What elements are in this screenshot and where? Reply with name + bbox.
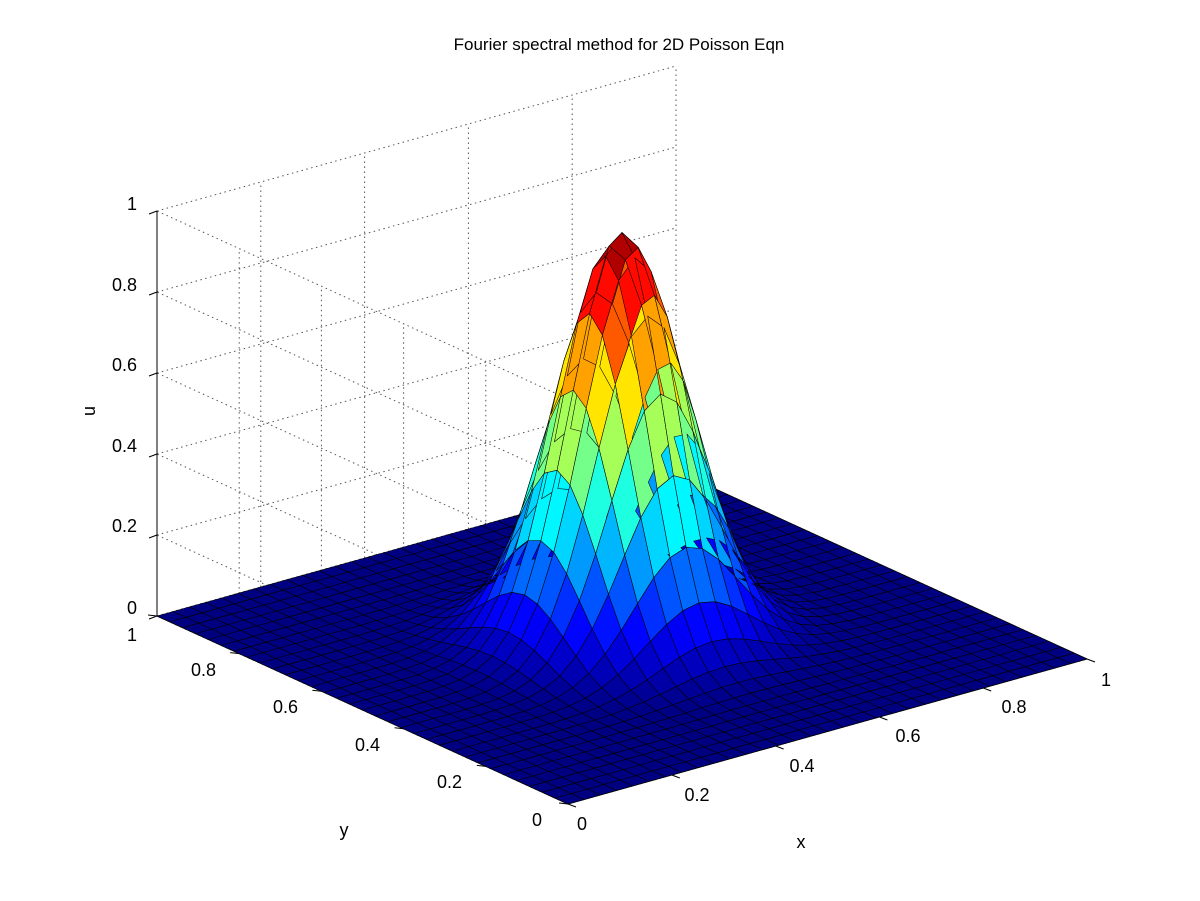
z-tick-mark — [148, 615, 158, 620]
z-tick-mark — [148, 210, 158, 215]
z-tick-label: 1 — [127, 194, 137, 214]
y-tick-label: 0.4 — [355, 735, 380, 755]
x-tick-mark — [983, 687, 992, 692]
x-axis-label: x — [797, 832, 806, 852]
y-tick-label: 0 — [532, 810, 542, 830]
z-tick-label: 0 — [127, 598, 137, 618]
y-tick-mark — [558, 802, 569, 805]
y-tick-mark — [394, 727, 404, 730]
x-tick-label: 0.8 — [1001, 697, 1026, 717]
x-tick-label: 0.6 — [895, 726, 920, 746]
chart-title: Fourier spectral method for 2D Poisson E… — [454, 35, 785, 54]
z-gridline — [156, 291, 569, 481]
z-gridline — [156, 65, 677, 212]
z-tick-label: 0.8 — [112, 275, 137, 295]
z-tick-label: 0.2 — [112, 516, 137, 536]
z-tick-label: 0.6 — [112, 355, 137, 375]
x-tick-label: 0 — [577, 814, 587, 834]
surface-patch — [1057, 652, 1088, 664]
z-gridline — [156, 210, 569, 400]
z-tick-mark — [148, 372, 158, 377]
y-tick-label: 0.6 — [273, 697, 298, 717]
y-tick-mark — [476, 764, 486, 767]
z-tick-mark — [148, 534, 158, 539]
x-tick-mark — [671, 774, 680, 779]
y-axis-label: y — [340, 820, 349, 840]
y-tick-label: 0.8 — [191, 660, 216, 680]
x-tick-mark — [879, 716, 888, 721]
tick-marks — [147, 210, 1096, 808]
x-tick-mark — [567, 803, 577, 808]
y-tick-mark — [312, 689, 322, 692]
y-tick-label: 1 — [127, 625, 137, 645]
x-tick-label: 1 — [1101, 670, 1111, 690]
z-axis-label: u — [79, 406, 99, 416]
y-tick-mark — [230, 652, 240, 655]
x-tick-label: 0.4 — [789, 756, 814, 776]
z-tick-label: 0.4 — [112, 436, 137, 456]
z-tick-mark — [148, 453, 158, 458]
y-tick-mark — [147, 614, 158, 617]
x-tick-label: 0.2 — [684, 785, 709, 805]
surface-mesh — [156, 232, 1088, 805]
z-tick-mark — [148, 291, 158, 296]
y-tick-label: 0.2 — [437, 772, 462, 792]
x-tick-mark — [775, 745, 784, 750]
x-tick-mark — [1086, 658, 1096, 663]
